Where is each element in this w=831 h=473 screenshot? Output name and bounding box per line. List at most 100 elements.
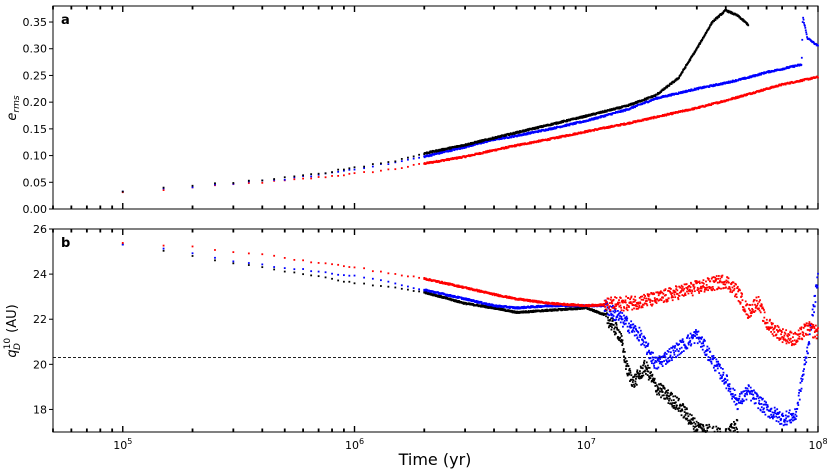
data-point xyxy=(639,336,642,338)
data-point xyxy=(763,400,766,403)
data-point xyxy=(650,371,652,374)
data-point xyxy=(766,404,769,407)
data-point xyxy=(747,389,750,392)
data-point xyxy=(731,397,733,400)
data-point xyxy=(790,418,793,421)
data-point xyxy=(687,61,690,63)
data-point xyxy=(617,319,620,321)
data-point xyxy=(610,305,613,308)
data-point xyxy=(343,274,345,277)
data-point xyxy=(730,393,733,395)
data-point xyxy=(441,147,444,150)
data-point xyxy=(688,341,691,344)
data-point xyxy=(736,428,738,431)
data-point xyxy=(664,356,667,359)
data-point xyxy=(607,322,610,325)
data-point xyxy=(690,421,693,424)
data-point xyxy=(617,329,620,331)
data-point xyxy=(684,66,687,69)
data-point xyxy=(630,378,632,381)
data-point xyxy=(699,426,702,429)
data-point xyxy=(537,127,540,130)
series-black xyxy=(121,9,750,193)
data-point xyxy=(492,304,494,306)
panel-a-ytick-label: 0.10 xyxy=(23,150,48,163)
data-point xyxy=(621,339,624,342)
data-point xyxy=(418,156,421,159)
data-point xyxy=(778,412,780,414)
data-point xyxy=(696,424,699,427)
data-point xyxy=(694,335,697,337)
data-point xyxy=(310,175,313,178)
data-point xyxy=(387,285,390,288)
data-point xyxy=(261,263,264,266)
data-point xyxy=(778,411,781,413)
data-point xyxy=(634,106,637,109)
data-point xyxy=(696,331,699,333)
data-point xyxy=(639,365,642,368)
data-point xyxy=(716,101,718,104)
data-point xyxy=(676,354,679,357)
data-point xyxy=(446,296,448,299)
data-point xyxy=(645,361,648,364)
data-point xyxy=(621,344,624,347)
data-point xyxy=(772,417,774,420)
data-point xyxy=(664,397,667,400)
data-point xyxy=(430,154,433,157)
data-point xyxy=(768,87,771,90)
data-point xyxy=(649,377,652,379)
data-point xyxy=(331,171,333,174)
data-point xyxy=(639,370,641,373)
data-point xyxy=(464,298,467,301)
data-point xyxy=(671,347,674,349)
data-point xyxy=(751,397,754,400)
data-point xyxy=(686,412,689,415)
data-point xyxy=(494,306,497,309)
data-point xyxy=(736,408,739,410)
data-point xyxy=(652,380,654,383)
data-point xyxy=(588,307,591,310)
data-point xyxy=(620,315,623,318)
data-point xyxy=(645,345,648,347)
data-point xyxy=(459,145,462,148)
data-point xyxy=(655,384,658,387)
data-point xyxy=(675,356,678,359)
data-point xyxy=(689,332,692,335)
data-point xyxy=(482,140,485,142)
data-point xyxy=(630,374,633,377)
data-point xyxy=(646,353,648,356)
data-point xyxy=(638,373,640,376)
data-point xyxy=(665,390,668,392)
data-point xyxy=(671,356,674,359)
data-point xyxy=(425,291,428,293)
data-point xyxy=(730,423,733,425)
data-point xyxy=(666,360,668,363)
data-point xyxy=(721,380,724,383)
data-point xyxy=(701,38,704,41)
data-point xyxy=(121,243,124,246)
data-point xyxy=(670,391,673,394)
data-point xyxy=(701,428,704,430)
data-point xyxy=(586,130,589,133)
data-point xyxy=(710,360,713,363)
data-point xyxy=(504,147,507,149)
data-point xyxy=(686,347,689,350)
data-point xyxy=(656,93,659,96)
data-point xyxy=(493,306,496,309)
data-point xyxy=(638,377,641,380)
data-point xyxy=(624,361,627,364)
data-point xyxy=(407,288,409,291)
data-point xyxy=(711,355,714,358)
data-point xyxy=(661,89,664,92)
data-point xyxy=(669,355,672,358)
data-point xyxy=(771,411,774,414)
data-point xyxy=(517,307,519,310)
data-point xyxy=(651,359,654,362)
data-point xyxy=(741,402,744,405)
data-point xyxy=(500,148,503,150)
data-point xyxy=(394,160,397,163)
data-point xyxy=(480,140,483,143)
data-point xyxy=(666,350,669,352)
data-point xyxy=(626,362,629,365)
data-point xyxy=(706,349,709,352)
